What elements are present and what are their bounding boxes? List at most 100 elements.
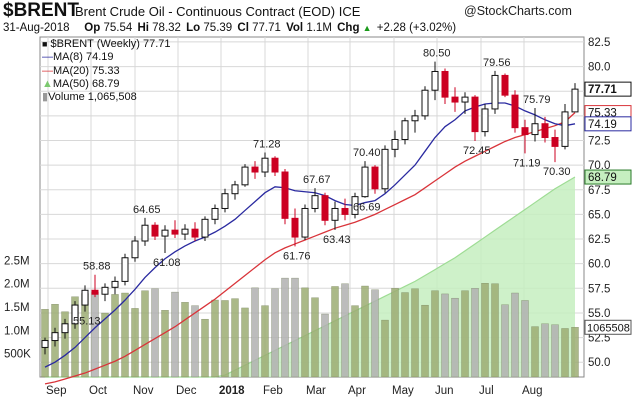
x-tick-label: Sep xyxy=(46,385,66,397)
volume-tick-label: 500K xyxy=(4,349,31,361)
candle-body xyxy=(371,166,379,190)
ma8-line xyxy=(44,102,576,368)
candle-body xyxy=(551,137,559,147)
candle-body xyxy=(201,218,209,238)
y-tick-label: 72.5 xyxy=(588,135,610,147)
ma8-path xyxy=(44,102,576,368)
volume-bar xyxy=(311,297,319,378)
close-value: 77.71 xyxy=(252,22,281,34)
volume-bar xyxy=(221,300,229,378)
volume-bar xyxy=(71,296,79,378)
candle-body xyxy=(521,127,529,136)
candle-body xyxy=(451,96,459,103)
x-tick-label: Jul xyxy=(479,385,494,397)
ma20-path xyxy=(44,112,576,385)
low-value: 75.39 xyxy=(203,22,233,34)
last-volume-tag-label: 1065508 xyxy=(587,322,630,334)
volume-bar xyxy=(261,305,269,378)
open-label: Op xyxy=(84,22,101,34)
volume-bar xyxy=(431,290,439,378)
x-tick-label: Apr xyxy=(348,385,366,397)
volume-bar xyxy=(561,328,569,378)
x-tick-label: Dec xyxy=(176,385,197,397)
price-annotation: 58.88 xyxy=(83,261,111,273)
last-value-tag-box xyxy=(584,169,632,185)
price-annotation: 72.45 xyxy=(463,145,491,157)
x-tick-label: Oct xyxy=(89,385,108,397)
exchange-label: ICE xyxy=(338,4,361,19)
volume-value: 1.1M xyxy=(306,22,332,34)
candle-body xyxy=(261,157,269,173)
legend-price-label: $BRENT (Weekly) 77.71 xyxy=(50,38,171,50)
last-value-tag-box xyxy=(584,116,632,132)
x-tick-label: May xyxy=(392,385,414,397)
time-axis: Sep Oct Nov Dec 2018 Feb Mar Apr May Jun Jul Aug xyxy=(46,385,542,397)
candle-body xyxy=(171,229,179,235)
chart-legend: ■ $BRENT (Weekly) 77.71 —MA(8) 74.19 —MA… xyxy=(42,38,171,104)
last-value-tag-label: 77.71 xyxy=(588,84,617,96)
candle-body xyxy=(231,184,239,195)
instrument-title: Brent Crude Oil - Continuous Contract (E… xyxy=(75,4,336,19)
price-annotation: 63.43 xyxy=(323,234,351,246)
candle-body xyxy=(131,240,139,259)
high-label: Hi xyxy=(137,22,149,34)
candle-body xyxy=(141,224,149,242)
candle-body xyxy=(281,171,289,219)
volume-bar xyxy=(451,297,459,378)
volume-bar xyxy=(571,327,579,378)
candle-body xyxy=(151,224,159,237)
x-tick-label: 2018 xyxy=(219,385,245,397)
volume-bar xyxy=(371,289,379,378)
volume-bar xyxy=(211,299,219,378)
candle-body xyxy=(241,166,249,186)
price-annotation: 80.50 xyxy=(423,48,451,60)
volume-tick-label: 1.0M xyxy=(4,325,30,337)
legend-ma8: —MA(8) 74.19 xyxy=(42,51,171,64)
legend-ma20-swatch: — xyxy=(42,64,53,77)
y-tick-label: 57.5 xyxy=(588,283,610,295)
volume-bar xyxy=(111,294,119,378)
change-label: Chg xyxy=(337,22,360,34)
volume-bar xyxy=(251,287,259,378)
candle-body xyxy=(61,323,69,334)
change-arrow-icon: ▲ xyxy=(362,23,372,33)
open-value: 75.54 xyxy=(103,22,133,34)
volume-bar xyxy=(541,323,549,378)
candle-body xyxy=(531,123,539,136)
volume-bar xyxy=(471,288,479,378)
volume-axis: 2.5M 2.0M 1.5M 1.0M 500K xyxy=(4,255,31,360)
low-label: Lo xyxy=(186,22,201,34)
last-value-tag-box xyxy=(584,81,632,97)
last-volume-tag-box xyxy=(584,319,632,335)
y-tick-label: 82.5 xyxy=(588,37,610,49)
candle-body xyxy=(191,228,199,238)
quote-summary: 31-Aug-2018 Op 75.54 Hi 78.32 Lo 75.39 C… xyxy=(3,22,458,34)
volume-bar xyxy=(461,290,469,378)
last-value-tag-label: 74.19 xyxy=(588,119,617,131)
volume-bar xyxy=(531,326,539,378)
y-tick-label: 60.0 xyxy=(588,259,610,271)
volume-bar xyxy=(341,283,349,378)
candle-body xyxy=(121,257,129,282)
volume-bar xyxy=(421,304,429,378)
volume-bar xyxy=(191,305,199,378)
x-tick-label: Mar xyxy=(306,385,326,397)
volume-bar xyxy=(381,319,389,378)
candle-body xyxy=(81,289,89,306)
y-tick-label: 55.0 xyxy=(588,308,610,320)
candle-body xyxy=(541,123,549,139)
price-annotation: 71.28 xyxy=(253,139,281,151)
volume-bar xyxy=(511,292,519,378)
volume-bar xyxy=(551,324,559,378)
volume-bar xyxy=(331,286,339,378)
y-tick-label: 67.5 xyxy=(588,185,610,197)
price-candles xyxy=(41,61,579,355)
candle-body xyxy=(411,115,419,122)
candle-body xyxy=(301,207,309,238)
volume-bar xyxy=(161,310,169,378)
candle-body xyxy=(441,70,449,98)
price-annotation: 64.65 xyxy=(133,204,161,216)
high-value: 78.32 xyxy=(152,22,181,34)
candle-body xyxy=(481,108,489,133)
ticker-symbol: $BRENT xyxy=(3,0,80,21)
